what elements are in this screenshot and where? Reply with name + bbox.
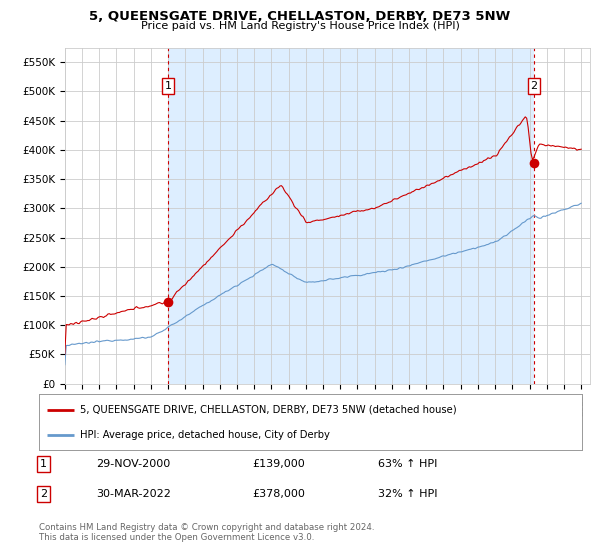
Text: 1: 1 xyxy=(164,81,172,91)
Text: 2: 2 xyxy=(530,81,538,91)
Text: £378,000: £378,000 xyxy=(252,489,305,499)
Text: 30-MAR-2022: 30-MAR-2022 xyxy=(96,489,171,499)
Text: 63% ↑ HPI: 63% ↑ HPI xyxy=(378,459,437,469)
Text: 32% ↑ HPI: 32% ↑ HPI xyxy=(378,489,437,499)
Text: £139,000: £139,000 xyxy=(252,459,305,469)
Text: HPI: Average price, detached house, City of Derby: HPI: Average price, detached house, City… xyxy=(80,430,329,440)
Text: 5, QUEENSGATE DRIVE, CHELLASTON, DERBY, DE73 5NW: 5, QUEENSGATE DRIVE, CHELLASTON, DERBY, … xyxy=(89,10,511,23)
Bar xyxy=(168,48,534,384)
Text: 29-NOV-2000: 29-NOV-2000 xyxy=(96,459,170,469)
Text: 1: 1 xyxy=(40,459,47,469)
Text: 2: 2 xyxy=(40,489,47,499)
Text: Price paid vs. HM Land Registry's House Price Index (HPI): Price paid vs. HM Land Registry's House … xyxy=(140,21,460,31)
Text: 5, QUEENSGATE DRIVE, CHELLASTON, DERBY, DE73 5NW (detached house): 5, QUEENSGATE DRIVE, CHELLASTON, DERBY, … xyxy=(80,405,457,415)
Text: Contains HM Land Registry data © Crown copyright and database right 2024.
This d: Contains HM Land Registry data © Crown c… xyxy=(39,523,374,543)
